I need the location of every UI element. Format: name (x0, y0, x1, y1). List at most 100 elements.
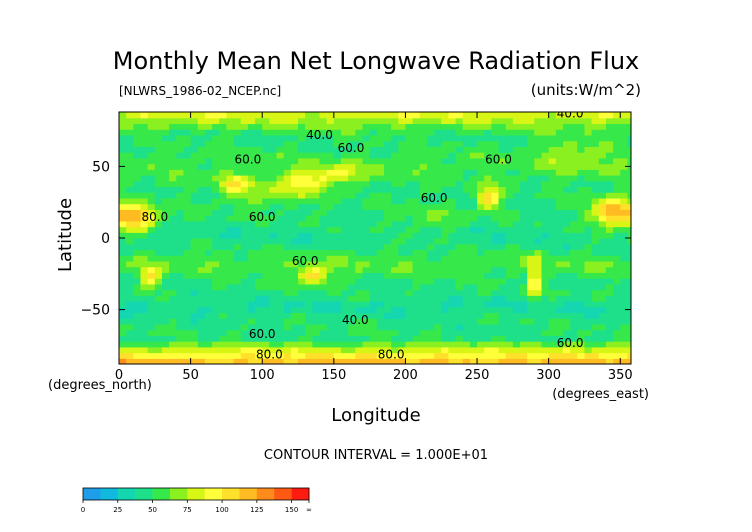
field-cell (140, 323, 149, 331)
field-cell (405, 203, 414, 210)
field-cell (405, 295, 414, 302)
field-cell (305, 140, 313, 147)
field-cell (161, 180, 170, 188)
field-cell (212, 203, 220, 210)
field-cell (119, 272, 127, 279)
field-cell (527, 272, 535, 279)
field-cell (119, 278, 127, 285)
field-cell (326, 215, 335, 222)
field-cell (505, 260, 514, 268)
field-cell (233, 169, 242, 176)
field-cell (176, 335, 185, 342)
field-cell (419, 283, 428, 291)
field-cell (477, 283, 485, 291)
field-cell (348, 157, 356, 165)
field-cell (448, 129, 457, 136)
field-cell (312, 341, 321, 348)
field-cell (312, 329, 321, 336)
field-cell (455, 140, 464, 147)
field-cell (434, 346, 442, 354)
field-cell (469, 306, 478, 314)
field-cell (369, 203, 378, 210)
field-cell (262, 140, 270, 147)
field-cell (161, 134, 170, 142)
field-cell (520, 220, 528, 228)
field-cell (534, 186, 543, 193)
field-cell (441, 146, 449, 153)
field-cell (247, 329, 256, 336)
field-cell (283, 134, 292, 142)
field-cell (312, 169, 321, 176)
field-cell (276, 295, 285, 302)
field-cell (570, 318, 578, 325)
field-cell (498, 249, 507, 256)
field-cell (398, 301, 407, 308)
field-cell (247, 352, 256, 359)
field-cell (584, 192, 593, 199)
field-cell (147, 186, 156, 193)
field-cell (219, 134, 228, 142)
field-cell (627, 238, 631, 245)
field-cell (605, 157, 614, 165)
field-cell (212, 140, 220, 147)
field-cell (305, 152, 313, 159)
field-cell (426, 341, 435, 348)
field-cell (398, 146, 407, 153)
field-cell (126, 215, 134, 222)
field-cell (369, 266, 378, 273)
field-cell (441, 272, 449, 279)
field-cell (305, 163, 313, 170)
field-cell (176, 358, 185, 364)
field-cell (613, 197, 621, 205)
field-cell (255, 203, 263, 210)
field-cell (477, 140, 485, 147)
field-cell (348, 117, 356, 125)
field-cell (333, 249, 342, 256)
field-cell (262, 352, 270, 359)
field-cell (348, 112, 356, 119)
field-cell (562, 295, 571, 302)
field-cell (283, 123, 292, 130)
field-cell (477, 180, 485, 188)
field-cell (391, 278, 399, 285)
field-cell (276, 203, 285, 210)
field-cell (562, 180, 571, 188)
field-cell (591, 341, 600, 348)
field-cell (298, 346, 306, 354)
field-cell (534, 140, 543, 147)
field-cell (255, 152, 263, 159)
field-cell (562, 169, 571, 176)
field-cell (534, 346, 543, 354)
field-cell (469, 260, 478, 268)
field-cell (319, 129, 328, 136)
field-cell (613, 323, 621, 331)
field-cell (455, 226, 464, 233)
field-cell (326, 318, 335, 325)
field-cell (555, 226, 564, 233)
field-cell (298, 272, 306, 279)
field-cell (441, 335, 449, 342)
field-cell (283, 169, 292, 176)
field-cell (362, 335, 371, 342)
field-cell (161, 163, 170, 170)
field-cell (498, 255, 507, 262)
field-cell (534, 123, 543, 130)
field-cell (605, 192, 614, 199)
field-cell (312, 215, 321, 222)
field-cell (305, 295, 313, 302)
field-cell (498, 140, 507, 147)
field-cell (512, 163, 521, 170)
field-cell (419, 249, 428, 256)
field-cell (505, 238, 514, 245)
field-cell (548, 209, 557, 216)
field-cell (405, 278, 414, 285)
field-cell (340, 140, 349, 147)
field-cell (119, 215, 127, 222)
field-cell (262, 358, 270, 364)
field-cell (161, 226, 170, 233)
field-cell (247, 186, 256, 193)
field-cell (605, 226, 614, 233)
field-cell (348, 220, 356, 228)
field-cell (326, 169, 335, 176)
field-cell (126, 352, 134, 359)
